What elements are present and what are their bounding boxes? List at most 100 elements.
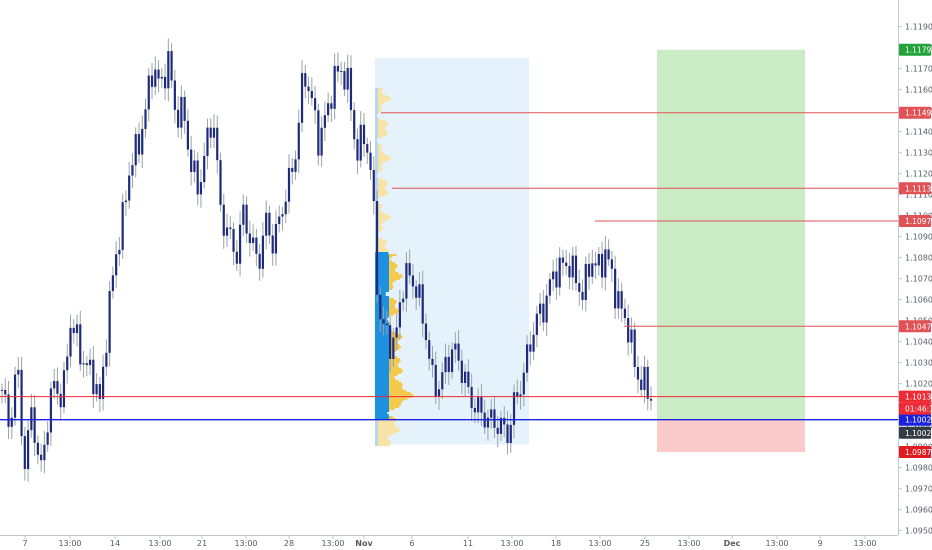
line-price-label-tag xyxy=(899,413,931,426)
candle-body xyxy=(444,356,447,373)
volume-profile-bar xyxy=(378,168,383,170)
volume-profile-bar xyxy=(389,372,402,374)
candle-body xyxy=(633,329,636,368)
volume-profile-bar xyxy=(378,122,389,124)
candle-body xyxy=(313,98,317,111)
volume-profile-bar xyxy=(375,316,389,318)
volume-profile-bar xyxy=(375,334,389,336)
price-tick-label: 1.10400 xyxy=(905,338,932,347)
price-tick-label: 1.11100 xyxy=(905,191,932,200)
candle-body xyxy=(274,223,278,254)
candle-body xyxy=(506,424,509,444)
candle-body xyxy=(464,371,467,383)
volume-profile-bar xyxy=(378,190,388,192)
volume-profile-bar xyxy=(375,260,389,262)
volume-profile-bar xyxy=(375,394,389,396)
volume-profile-bar xyxy=(378,156,391,158)
volume-profile-bar xyxy=(378,160,388,162)
volume-profile-bar xyxy=(378,124,388,126)
volume-profile-bar xyxy=(375,196,378,198)
candle-body xyxy=(411,275,415,287)
volume-profile-bar xyxy=(378,194,386,196)
volume-profile-bar xyxy=(375,270,389,272)
candle-body xyxy=(79,324,82,365)
volume-profile-bar xyxy=(375,360,389,362)
volume-profile-bar xyxy=(375,366,389,368)
volume-profile-bar xyxy=(378,246,385,248)
volume-profile-bar xyxy=(389,278,400,280)
candle-body xyxy=(424,323,428,341)
entry-price-label-tag xyxy=(899,426,931,439)
volume-profile-bar xyxy=(389,308,398,310)
volume-profile-bar xyxy=(389,272,399,274)
volume-profile-bar xyxy=(375,90,378,92)
volume-profile-bar xyxy=(389,410,390,412)
volume-profile-bar xyxy=(375,116,377,118)
volume-profile-bar xyxy=(378,444,390,446)
volume-profile-bar xyxy=(378,96,390,98)
time-tick-label: 25 xyxy=(640,539,650,548)
volume-profile-bar xyxy=(375,430,378,432)
candle-body xyxy=(69,327,72,357)
volume-profile-bar xyxy=(375,300,389,302)
candle-body xyxy=(20,369,23,437)
candle-body xyxy=(490,409,493,418)
volume-profile-bar xyxy=(375,314,389,316)
volume-profile-bar xyxy=(375,398,389,400)
price-axis[interactable]: 1.119001.118001.117001.116001.115001.114… xyxy=(898,0,932,550)
candle-body xyxy=(320,127,323,156)
volume-profile-bar xyxy=(378,218,390,220)
candle-body xyxy=(304,73,307,87)
ray-price-label-text: 1.11490 xyxy=(905,109,932,118)
volume-profile-bar xyxy=(378,118,381,120)
candle-body xyxy=(33,407,36,443)
volume-profile-bar xyxy=(375,150,378,152)
volume-profile-bar xyxy=(378,248,387,250)
candle-body xyxy=(480,397,483,413)
candle-body xyxy=(356,139,359,161)
volume-profile-bar xyxy=(375,354,389,356)
volume-profile-bar xyxy=(375,428,378,430)
time-axis[interactable]: 7 13:00 14 13:00 21 13:00 28 13:00 Nov 6 11 13:00 18… xyxy=(0,535,898,548)
volume-profile-bar xyxy=(375,262,389,264)
candle-body xyxy=(623,308,627,319)
volume-profile-bar xyxy=(378,226,383,228)
volume-profile-bar xyxy=(375,308,389,310)
candle-body xyxy=(297,122,300,160)
candle-body xyxy=(366,144,369,153)
candle-body xyxy=(317,110,320,156)
candle-body xyxy=(467,371,470,387)
candle-body xyxy=(460,360,463,383)
price-axis-background xyxy=(898,0,932,550)
volume-profile-bar xyxy=(389,376,395,378)
volume-profile-bar xyxy=(375,346,389,348)
volume-profile-bar xyxy=(378,98,391,100)
candle-body xyxy=(421,284,424,324)
candle-body xyxy=(558,257,561,288)
volume-profile-bar xyxy=(389,346,401,348)
volume-profile-bar xyxy=(378,420,396,422)
volume-profile-bar xyxy=(389,256,393,258)
candle-body xyxy=(617,291,620,309)
volume-profile-bar xyxy=(378,206,382,208)
candle-body xyxy=(238,224,242,264)
volume-profile-bar xyxy=(389,334,402,336)
volume-profile-bar xyxy=(389,284,393,286)
volume-profile-bar xyxy=(389,298,395,300)
line-price-label-text: 1.10028 xyxy=(905,416,932,425)
price-tick-label: 1.11300 xyxy=(905,149,932,158)
candle-body xyxy=(85,363,88,366)
volume-profile-bar xyxy=(375,194,378,196)
candle-body xyxy=(503,417,506,425)
ray-price-label-tag xyxy=(899,182,931,195)
time-tick-label: 13:00 xyxy=(234,539,257,548)
volume-profile-bar xyxy=(375,384,389,386)
volume-profile-bar xyxy=(375,332,389,334)
volume-profile-bar xyxy=(389,258,391,260)
candle-body xyxy=(82,363,85,365)
candle-body xyxy=(398,302,401,328)
volume-profile-bar xyxy=(375,122,378,124)
candle-body xyxy=(552,271,555,280)
candle-body xyxy=(193,160,196,172)
